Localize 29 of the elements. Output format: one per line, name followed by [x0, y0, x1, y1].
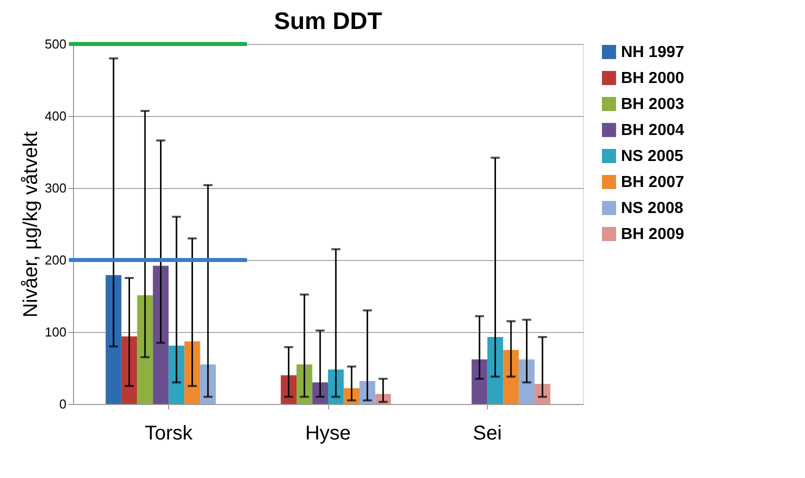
x-tick-label: Torsk: [144, 422, 194, 444]
bar: [137, 295, 153, 404]
x-tick-label: Hyse: [305, 422, 351, 444]
x-tick-label: Sei: [472, 422, 502, 444]
chart-title: Sum DDT: [274, 8, 382, 35]
y-tick-label: 500: [44, 36, 66, 52]
y-tick-label: 200: [44, 252, 66, 268]
y-tick-label: 0: [59, 396, 66, 412]
y-tick-label: 400: [44, 108, 66, 124]
legend-label: BH 2004: [621, 122, 684, 139]
y-tick-label: 100: [44, 324, 66, 340]
bar: [168, 346, 184, 404]
legend-label: NH 1997: [621, 44, 684, 61]
y-axis-title: Nivåer, µg/kg våtvekt: [20, 131, 42, 318]
legend-label: BH 2003: [621, 96, 684, 113]
legend-label: BH 2009: [621, 226, 684, 243]
legend-label: BH 2007: [621, 174, 684, 191]
legend-label: NS 2005: [621, 148, 684, 165]
bar: [518, 359, 535, 404]
legend-label: BH 2000: [621, 70, 684, 87]
bar: [152, 266, 169, 404]
bar: [106, 275, 122, 404]
bar: [487, 337, 504, 404]
y-tick-label: 300: [44, 180, 66, 196]
bar: [472, 359, 488, 404]
legend-label: NS 2008: [621, 200, 684, 217]
bar: [503, 350, 519, 404]
bar: [184, 341, 200, 404]
bar: [121, 336, 138, 404]
